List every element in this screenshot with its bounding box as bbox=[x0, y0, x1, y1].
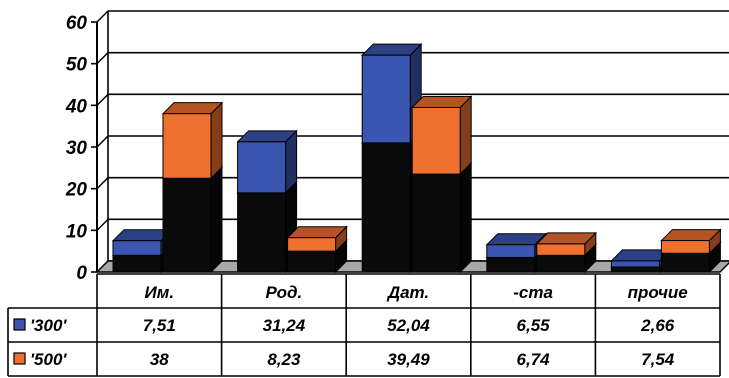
x-tick-label: Дат. bbox=[386, 283, 429, 302]
bars bbox=[111, 42, 722, 274]
bar-500-dark bbox=[410, 161, 473, 274]
y-tick-label: 50 bbox=[66, 55, 88, 76]
y-tick-label: 30 bbox=[66, 138, 88, 159]
bar-500 bbox=[660, 228, 722, 255]
y-tick-label: 60 bbox=[66, 13, 88, 34]
data-label: 31,24 bbox=[263, 316, 306, 335]
gridline-wall bbox=[96, 10, 109, 23]
data-label: 7,54 bbox=[641, 350, 675, 369]
data-label: 52,04 bbox=[387, 316, 430, 335]
legend-swatch bbox=[13, 318, 26, 331]
x-tick-label: Им. bbox=[145, 283, 175, 302]
data-label: 2,66 bbox=[640, 316, 675, 335]
x-tick-label: Род. bbox=[266, 283, 303, 302]
data-label: 8,23 bbox=[267, 350, 301, 369]
bar-500-dark bbox=[161, 166, 224, 274]
gridline-wall bbox=[96, 177, 109, 190]
legend-swatch bbox=[13, 352, 26, 365]
x-tick-label: -ста bbox=[513, 283, 553, 302]
y-tick-label: 0 bbox=[76, 263, 87, 284]
bar-500 bbox=[161, 101, 224, 180]
legend-label: '500' bbox=[30, 350, 67, 369]
bar-500 bbox=[535, 231, 598, 257]
bar-300 bbox=[111, 228, 174, 257]
y-tick-label: 40 bbox=[65, 96, 88, 117]
y-tick-label: 10 bbox=[66, 221, 88, 242]
bar-500 bbox=[410, 95, 473, 176]
data-label: 39,49 bbox=[387, 350, 430, 369]
gridline-wall bbox=[96, 93, 109, 106]
table-grid bbox=[7, 273, 721, 377]
data-label: 7,51 bbox=[143, 316, 176, 335]
gridline-wall bbox=[96, 52, 109, 65]
y-tick-label: 20 bbox=[65, 180, 88, 201]
bar-500 bbox=[286, 225, 348, 253]
bar-300 bbox=[236, 129, 298, 195]
gridline-wall bbox=[96, 135, 109, 148]
data-table: Им. Род. Дат. -ста прочие '300' 7,51 31,24 52,04… bbox=[7, 273, 721, 377]
legend-label: '300' bbox=[30, 316, 67, 335]
x-tick-label: прочие bbox=[628, 283, 688, 302]
data-label: 6,74 bbox=[517, 350, 551, 369]
gridline-wall bbox=[96, 218, 109, 231]
data-label: 38 bbox=[150, 350, 169, 369]
y-axis: 0 10 20 30 40 50 60 bbox=[65, 13, 98, 284]
data-label: 6,55 bbox=[517, 316, 551, 335]
